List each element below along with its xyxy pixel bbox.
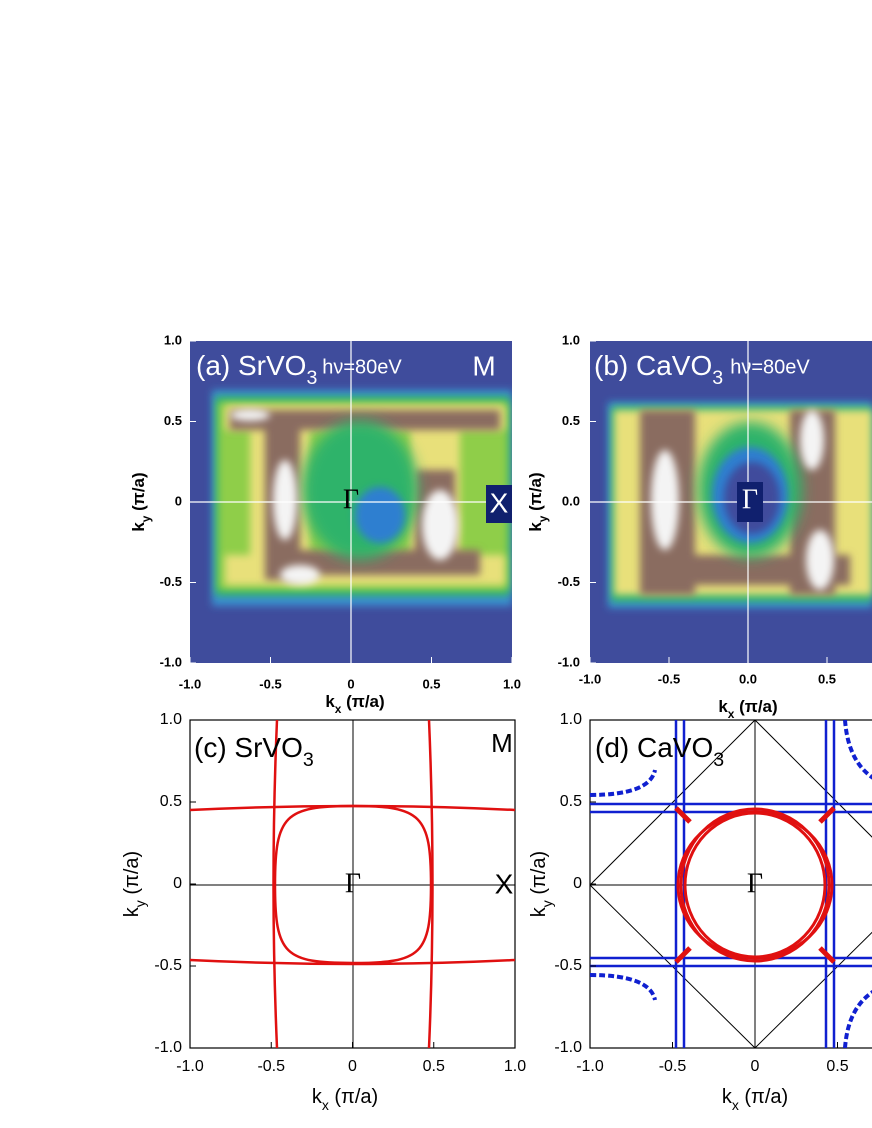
- x-tick-label: 0.5: [826, 1058, 848, 1075]
- label-part: y: [536, 515, 550, 522]
- label-part: x: [322, 1097, 329, 1113]
- label-part: k: [312, 1086, 323, 1108]
- y-tick-label: 0: [173, 875, 182, 892]
- label-part: (π/a): [129, 472, 148, 515]
- x-tick-label: 1.0: [503, 676, 521, 691]
- title-part: (b) CaVO: [594, 350, 712, 381]
- panel-title: (c) SrVO3: [194, 732, 314, 771]
- y-tick-label: 0.5: [560, 793, 582, 810]
- y-tick-label: -0.5: [558, 574, 580, 589]
- y-tick-label: -0.5: [160, 574, 182, 589]
- label-part: x: [335, 702, 342, 716]
- x-tick-label: -1.0: [176, 1058, 204, 1075]
- label-part: k: [121, 906, 143, 917]
- label-part: k: [722, 1086, 733, 1108]
- annotation: hν=80eV: [730, 356, 810, 378]
- panel-title: (b) CaVO3: [594, 350, 723, 389]
- y-tick-label: -0.5: [154, 957, 182, 974]
- x-tick-label: -1.0: [579, 671, 601, 686]
- axis-label: ky (π/a): [121, 851, 147, 917]
- label-part: (π/a): [528, 851, 550, 900]
- y-tick-label: 0: [573, 875, 582, 892]
- y-tick-label: 0: [175, 493, 182, 508]
- annotation: Γ: [742, 484, 758, 515]
- x-tick-label: 0: [751, 1058, 760, 1075]
- y-tick-label: -1.0: [160, 654, 182, 669]
- y-tick-label: 1.0: [164, 332, 182, 347]
- x-tick-label: -1.0: [576, 1058, 604, 1075]
- label-part: (π/a): [526, 472, 545, 515]
- x-tick-label: -0.5: [257, 1058, 285, 1075]
- title-part: 3: [713, 749, 724, 771]
- label-part: k: [718, 697, 728, 716]
- axis-label: ky (π/a): [129, 472, 153, 531]
- x-tick-label: -1.0: [179, 676, 201, 691]
- x-tick-label: 1.0: [504, 1058, 526, 1075]
- axis-label: kx (π/a): [312, 1086, 378, 1112]
- title-part: 3: [306, 367, 317, 389]
- y-tick-label: -0.5: [554, 957, 582, 974]
- panel-title: (a) SrVO3: [196, 350, 317, 389]
- x-tick-label: 0.5: [423, 1058, 445, 1075]
- title-part: (c) SrVO: [194, 732, 303, 763]
- axis-label: ky (π/a): [526, 472, 550, 531]
- heatmap-a: [190, 341, 512, 663]
- label-part: y: [132, 900, 148, 907]
- y-tick-label: 1.0: [160, 711, 182, 728]
- x-tick-label: -0.5: [658, 671, 680, 686]
- label-part: (π/a): [329, 1086, 378, 1108]
- annotation: Γ: [747, 868, 763, 899]
- axis-label: ky (π/a): [528, 851, 554, 917]
- label-part: (π/a): [734, 697, 777, 716]
- x-tick-label: 0.5: [818, 671, 836, 686]
- axis-label: kx (π/a): [325, 692, 384, 716]
- x-tick-label: 0: [348, 1058, 357, 1075]
- label-part: y: [139, 515, 153, 522]
- y-tick-label: 1.0: [562, 332, 580, 347]
- x-tick-label: 0: [347, 676, 354, 691]
- title-part: (d) CaVO: [595, 732, 713, 763]
- label-part: k: [129, 522, 148, 532]
- heatmap-b: [590, 341, 872, 663]
- annotation: M: [491, 728, 513, 758]
- y-tick-label: 0.5: [164, 413, 182, 428]
- label-part: x: [728, 707, 735, 721]
- label-part: (π/a): [121, 851, 143, 900]
- title-part: 3: [712, 367, 723, 389]
- label-part: x: [732, 1097, 739, 1113]
- label-part: (π/a): [341, 692, 384, 711]
- x-tick-label: 0.5: [422, 676, 440, 691]
- label-part: k: [528, 906, 550, 917]
- x-tick-label: -0.5: [259, 676, 281, 691]
- y-tick-label: 0.5: [562, 413, 580, 428]
- annotation: X: [495, 868, 514, 899]
- y-tick-label: 0.0: [562, 493, 580, 508]
- annotation: M: [472, 350, 495, 381]
- label-part: (π/a): [739, 1086, 788, 1108]
- y-tick-label: 1.0: [560, 711, 582, 728]
- x-tick-label: 0.0: [739, 671, 757, 686]
- annotation: Γ: [343, 484, 359, 515]
- y-tick-label: -1.0: [558, 654, 580, 669]
- label-part: y: [539, 900, 555, 907]
- annotation: hν=80eV: [322, 356, 402, 378]
- x-tick-label: -0.5: [659, 1058, 687, 1075]
- y-tick-label: -1.0: [154, 1039, 182, 1056]
- panel-title: (d) CaVO3: [595, 732, 724, 771]
- axis-label: kx (π/a): [718, 697, 777, 721]
- title-part: 3: [303, 749, 314, 771]
- y-tick-label: 0.5: [160, 793, 182, 810]
- label-part: k: [526, 522, 545, 532]
- contour-d: [589, 719, 872, 1049]
- y-tick-label: -1.0: [554, 1039, 582, 1056]
- annotation: Γ: [345, 868, 361, 899]
- label-part: k: [325, 692, 335, 711]
- annotation: X: [490, 487, 509, 518]
- title-part: (a) SrVO: [196, 350, 306, 381]
- axis-label: kx (π/a): [722, 1086, 788, 1112]
